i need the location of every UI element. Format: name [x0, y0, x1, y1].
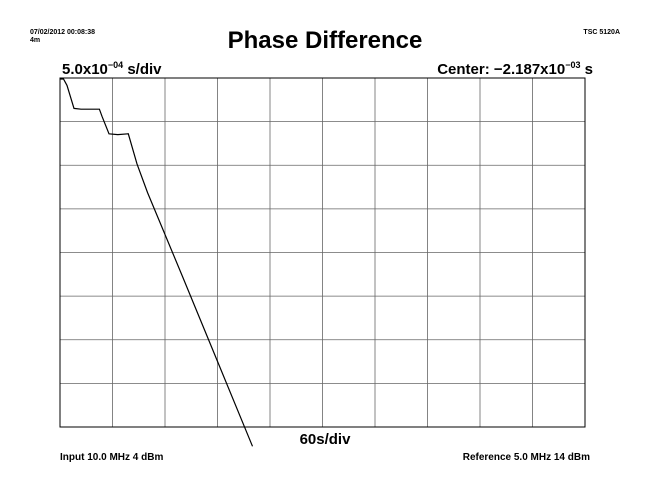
timestamp: 07/02/2012 00:08:38 [30, 29, 95, 36]
measurement-duration: 4m [30, 37, 41, 44]
input-info: Input 10.0 MHz 4 dBm [60, 452, 164, 463]
plot-grid [60, 78, 585, 427]
y-scale-label: 5.0x10−04 s/div [62, 60, 162, 78]
phase-trace-line [60, 78, 254, 447]
instrument-model: TSC 5120A [583, 29, 620, 36]
plot-frame [59, 77, 586, 428]
center-label: Center: −2.187x10−03 s [437, 60, 593, 78]
x-scale-label: 60s/div [299, 431, 351, 448]
trace-layer [60, 78, 254, 447]
chart-title: Phase Difference [227, 27, 423, 54]
reference-info: Reference 5.0 MHz 14 dBm [462, 452, 590, 463]
